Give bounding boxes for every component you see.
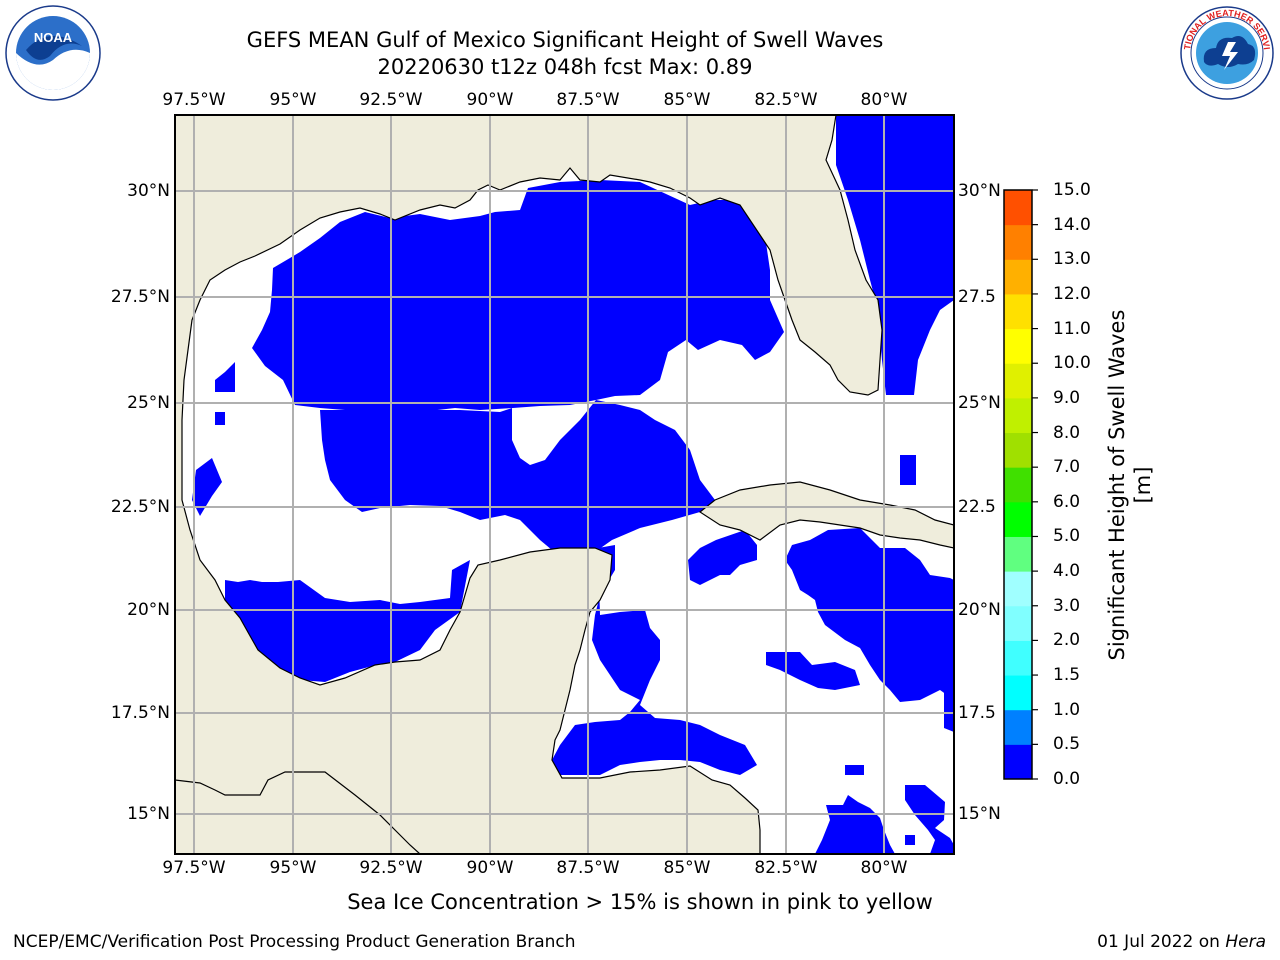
lon-label-top: 80°W <box>860 90 908 110</box>
lon-label-top: 85°W <box>663 90 711 110</box>
colorbar-tick-label: 0.5 <box>1053 734 1081 755</box>
map-frame <box>174 114 955 855</box>
lon-label-bottom: 85°W <box>663 858 711 878</box>
map-gridlines <box>175 115 954 854</box>
lon-label-bottom: 95°W <box>269 858 317 878</box>
colorbar-tick-label: 6.0 <box>1053 491 1081 512</box>
sea-ice-note: Sea Ice Concentration > 15% is shown in … <box>347 890 933 914</box>
footer-date: 01 Jul 2022 on Hera <box>1097 932 1266 952</box>
lat-label-right: 17.5 <box>958 703 996 723</box>
colorbar-tick-label: 14.0 <box>1053 214 1091 235</box>
colorbar-tick-label: 11.0 <box>1053 318 1091 339</box>
land <box>175 115 954 854</box>
lon-label-bottom: 80°W <box>860 858 908 878</box>
colorbar-tick-label: 13.0 <box>1053 249 1091 270</box>
lon-label-top: 92.5°W <box>359 90 423 110</box>
colorbar-tick-label: 3.0 <box>1053 595 1081 616</box>
lon-label-top: 82.5°W <box>754 90 818 110</box>
colorbar-tick-label: 9.0 <box>1053 387 1081 408</box>
footer-machine: Hera <box>1225 932 1266 952</box>
colorbar-tick-label: 5.0 <box>1053 526 1081 547</box>
colorbar-tick-label: 7.0 <box>1053 457 1081 478</box>
noaa-logo-text: NOAA <box>34 30 73 45</box>
colorbar-tick-label: 12.0 <box>1053 283 1091 304</box>
colorbar-tick-label: 0.0 <box>1053 769 1081 789</box>
lat-label-left: 22.5°N <box>110 497 170 517</box>
colorbar-tick-label: 1.0 <box>1053 699 1081 720</box>
lat-label-left: 17.5°N <box>110 703 170 723</box>
lat-label-left: 25°N <box>127 393 170 413</box>
colorbar-tick-label: 1.5 <box>1053 665 1081 686</box>
chart-title: GEFS MEAN Gulf of Mexico Significant Hei… <box>246 28 884 52</box>
colorbar-tick-label: 8.0 <box>1053 422 1081 443</box>
lat-label-right: 20°N <box>958 600 1001 620</box>
lon-label-bottom: 97.5°W <box>162 858 226 878</box>
nws-logo: NATIONAL WEATHER SERVICE <box>1178 4 1274 100</box>
lat-label-left: 30°N <box>127 181 170 201</box>
colorbar-tick-label: 15.0 <box>1053 180 1091 200</box>
lon-label-bottom: 90°W <box>466 858 514 878</box>
lat-label-right: 25°N <box>958 393 1001 413</box>
chart-subtitle: 20220630 t12z 048h fcst Max: 0.89 <box>377 55 753 79</box>
colorbar-tick-label: 10.0 <box>1053 353 1091 374</box>
lon-label-top: 90°W <box>466 90 514 110</box>
lat-label-right: 30°N <box>958 181 1001 201</box>
lon-label-bottom: 87.5°W <box>556 858 620 878</box>
lon-label-top: 95°W <box>269 90 317 110</box>
lat-label-left: 15°N <box>127 804 170 824</box>
colorbar-tick-label: 2.0 <box>1053 630 1081 651</box>
noaa-logo: NOAA <box>5 5 101 101</box>
lat-label-right: 27.5 <box>958 287 996 307</box>
footer-credit: NCEP/EMC/Verification Post Processing Pr… <box>13 932 576 952</box>
lat-label-left: 20°N <box>127 600 170 620</box>
lon-label-top: 87.5°W <box>556 90 620 110</box>
lon-label-top: 97.5°W <box>162 90 226 110</box>
lat-label-right: 15°N <box>958 804 1001 824</box>
colorbar-tick-label: 4.0 <box>1053 561 1081 582</box>
lon-label-bottom: 82.5°W <box>754 858 818 878</box>
lon-label-bottom: 92.5°W <box>359 858 423 878</box>
footer-date-text: 01 Jul 2022 on <box>1097 932 1226 952</box>
colorbar-label: Significant Height of Swell Waves [m] <box>1105 309 1155 661</box>
lat-label-right: 22.5 <box>958 497 996 517</box>
lat-label-left: 27.5°N <box>110 287 170 307</box>
